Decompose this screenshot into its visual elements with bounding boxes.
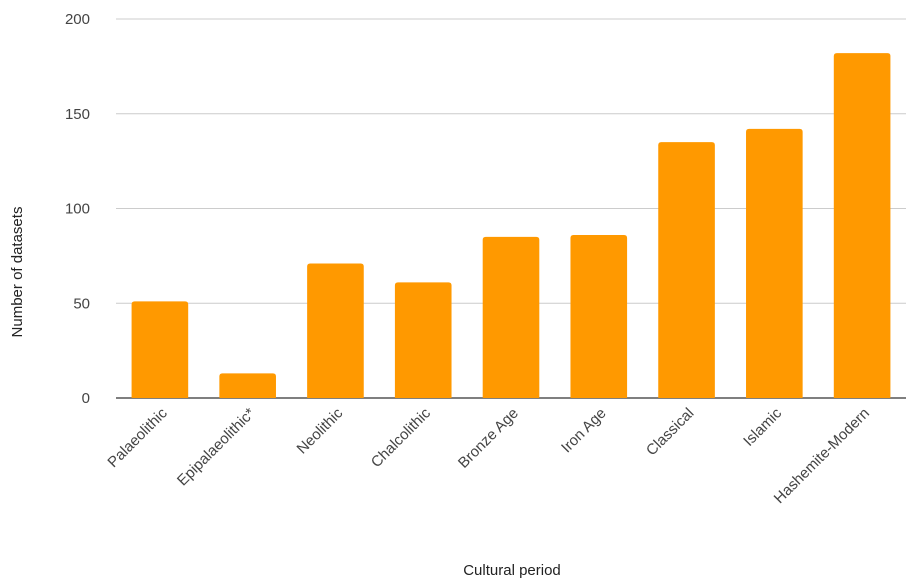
x-axis-title: Cultural period: [463, 562, 561, 579]
bar: [394, 282, 452, 398]
y-tick-label: 50: [73, 295, 90, 312]
y-tick-label: 200: [65, 11, 90, 28]
bar: [658, 142, 715, 398]
bar: [131, 301, 189, 398]
bar: [570, 235, 628, 398]
x-tick-label: Neolithic: [294, 404, 347, 457]
y-tick-label: 150: [65, 106, 90, 123]
x-tick-label: Epipalaeolithic*: [174, 405, 259, 490]
y-tick-label: 100: [65, 201, 90, 218]
x-tick-label: Chalcolithic: [368, 404, 435, 471]
x-tick-label: Hashemite-Modern: [771, 405, 873, 507]
x-tick-label: Classical: [643, 405, 697, 459]
bar: [482, 236, 540, 398]
x-tick-label: Iron Age: [558, 405, 610, 457]
x-tick-label: Palaeolithic: [104, 404, 171, 471]
bar: [746, 128, 803, 398]
bar: [219, 373, 276, 398]
x-tick-label: Bronze Age: [455, 405, 522, 472]
y-axis-ticks: 0 50 100 150 200: [65, 11, 90, 407]
bars: [131, 53, 891, 399]
y-axis-title: Number of datasets: [9, 207, 26, 338]
y-tick-label: 0: [82, 390, 90, 407]
x-tick-label: Islamic: [740, 404, 785, 449]
bar: [307, 263, 364, 398]
x-axis-ticks: Palaeolithic Epipalaeolithic* Neolithic Cha…: [104, 404, 872, 507]
bar: [833, 53, 891, 399]
